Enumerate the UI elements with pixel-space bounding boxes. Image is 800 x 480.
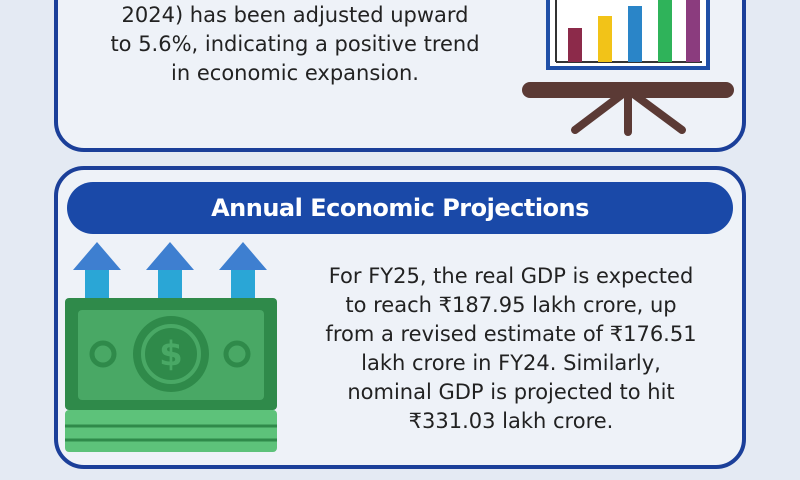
top-text: 2024) has been adjusted upward to 5.6%, … (110, 3, 479, 85)
text-line: lakh crore in FY24. Similarly, (361, 351, 661, 375)
text-line: For FY25, the real GDP is expected (329, 264, 694, 288)
text-line: nominal GDP is projected to hit (347, 380, 674, 404)
easel-icon (522, 0, 734, 136)
svg-text:$: $ (159, 335, 183, 375)
bottom-text: For FY25, the real GDP is expected to re… (325, 264, 696, 433)
text-line: to reach ₹187.95 lakh crore, up (345, 293, 676, 317)
text-line: ₹331.03 lakh crore. (409, 409, 614, 433)
section-title: Annual Economic Projections (211, 194, 589, 222)
text-line: to 5.6%, indicating a positive trend (110, 32, 479, 56)
section-header (67, 182, 733, 234)
money-icon: $ (65, 242, 277, 452)
text-line: 2024) has been adjusted upward (122, 3, 469, 27)
text-line: from a revised estimate of ₹176.51 (325, 322, 696, 346)
text-line: in economic expansion. (171, 61, 419, 85)
